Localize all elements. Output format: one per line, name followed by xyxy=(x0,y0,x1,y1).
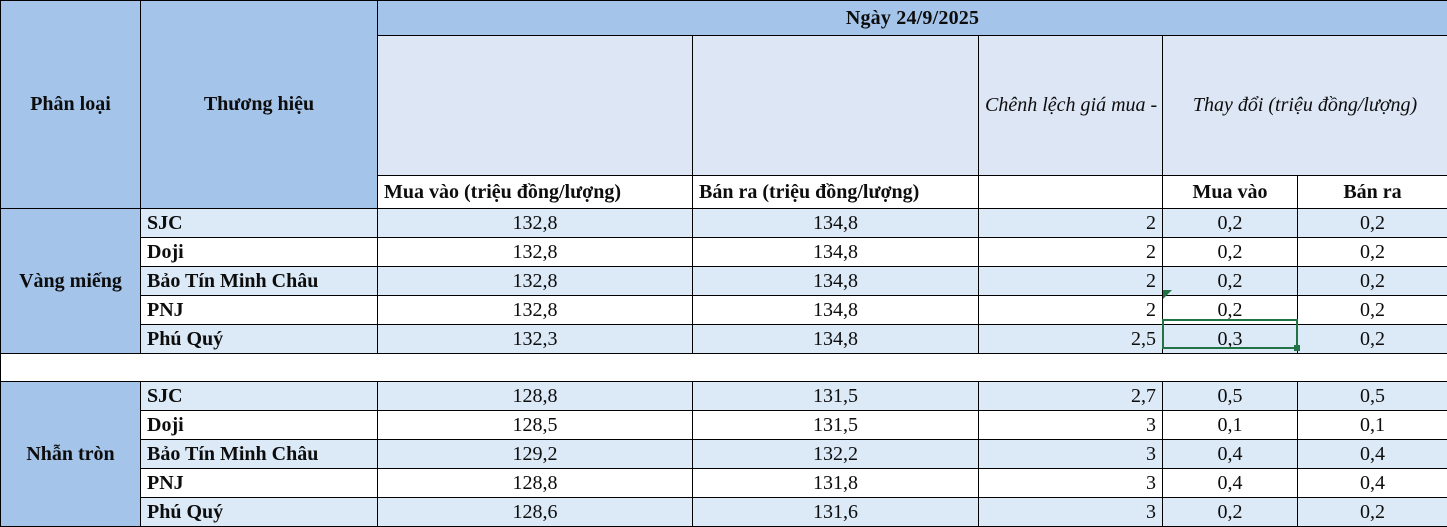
buy-price-cell: 128,5 xyxy=(378,411,693,440)
buy-price-cell: 128,8 xyxy=(378,382,693,411)
change-sell-cell: 0,4 xyxy=(1298,469,1447,498)
table-row: Doji 132,8 134,8 2 0,2 0,2 xyxy=(1,238,1447,267)
change-sell-cell: 0,2 xyxy=(1298,325,1447,354)
group-spacer-row xyxy=(1,354,1447,382)
spread-cell: 3 xyxy=(979,440,1163,469)
buy-price-cell: 132,3 xyxy=(378,325,693,354)
group-spacer-cell xyxy=(1,354,1447,382)
change-buy-cell: 0,1 xyxy=(1163,411,1298,440)
change-buy-cell: 0,2 xyxy=(1163,498,1298,527)
active-cell[interactable]: 0,3 xyxy=(1163,325,1298,354)
change-buy-cell: 0,2 xyxy=(1163,267,1298,296)
sell-price-cell: 131,5 xyxy=(693,411,979,440)
header-cell-buy-unit: Mua vào (triệu đồng/lượng) xyxy=(378,176,693,209)
change-buy-cell: 0,2 xyxy=(1163,238,1298,267)
header-row-date: Phân loại Thương hiệu Ngày 24/9/2025 xyxy=(1,1,1447,36)
spread-cell: 2 xyxy=(979,209,1163,238)
spread-cell: 3 xyxy=(979,498,1163,527)
change-buy-cell: 0,5 xyxy=(1163,382,1298,411)
header-cell-spread: Chênh lệch giá mua - bán xyxy=(979,36,1163,176)
sell-price-cell: 134,8 xyxy=(693,325,979,354)
change-buy-cell: 0,4 xyxy=(1163,440,1298,469)
spread-cell: 2 xyxy=(979,238,1163,267)
buy-price-cell: 132,8 xyxy=(378,296,693,325)
header-cell-change-group: Thay đổi (triệu đồng/lượng) xyxy=(1163,36,1447,176)
header-cell-sell-spacer xyxy=(693,36,979,176)
buy-price-cell: 128,6 xyxy=(378,498,693,527)
brand-cell: SJC xyxy=(141,209,378,238)
table-row: Phú Quý 128,6 131,6 3 0,2 0,2 xyxy=(1,498,1447,527)
brand-cell: SJC xyxy=(141,382,378,411)
header-cell-sell-unit: Bán ra (triệu đồng/lượng) xyxy=(693,176,979,209)
spread-cell: 2,7 xyxy=(979,382,1163,411)
header-cell-spread-blank xyxy=(979,176,1163,209)
buy-price-cell: 132,8 xyxy=(378,209,693,238)
buy-price-cell: 132,8 xyxy=(378,238,693,267)
change-sell-cell: 0,2 xyxy=(1298,296,1447,325)
header-cell-change-buy: Mua vào xyxy=(1163,176,1298,209)
sell-price-cell: 134,8 xyxy=(693,238,979,267)
header-cell-change-sell: Bán ra xyxy=(1298,176,1447,209)
table-row: Bảo Tín Minh Châu 132,8 134,8 2 0,2 0,2 xyxy=(1,267,1447,296)
sell-price-cell: 134,8 xyxy=(693,209,979,238)
table-row: Bảo Tín Minh Châu 129,2 132,2 3 0,4 0,4 xyxy=(1,440,1447,469)
change-sell-cell: 0,1 xyxy=(1298,411,1447,440)
brand-cell: Phú Quý xyxy=(141,498,378,527)
change-sell-cell: 0,2 xyxy=(1298,209,1447,238)
brand-cell: Bảo Tín Minh Châu xyxy=(141,440,378,469)
buy-price-cell: 132,8 xyxy=(378,267,693,296)
table-row: Phú Quý 132,3 134,8 2,5 0,3 0,2 xyxy=(1,325,1447,354)
spread-cell: 2 xyxy=(979,267,1163,296)
spread-cell: 2,5 xyxy=(979,325,1163,354)
sell-price-cell: 131,8 xyxy=(693,469,979,498)
brand-cell: Doji xyxy=(141,411,378,440)
change-buy-cell: 0,4 xyxy=(1163,469,1298,498)
table-row: Vàng miếng SJC 132,8 134,8 2 0,2 0,2 xyxy=(1,209,1447,238)
header-cell-date: Ngày 24/9/2025 xyxy=(378,1,1447,36)
spread-cell: 2 xyxy=(979,296,1163,325)
header-cell-brand: Thương hiệu xyxy=(141,1,378,209)
brand-cell: Phú Quý xyxy=(141,325,378,354)
change-sell-cell: 0,2 xyxy=(1298,238,1447,267)
sell-price-cell: 134,8 xyxy=(693,267,979,296)
header-cell-buy-spacer xyxy=(378,36,693,176)
spread-cell: 3 xyxy=(979,469,1163,498)
sell-price-cell: 132,2 xyxy=(693,440,979,469)
sell-price-cell: 131,5 xyxy=(693,382,979,411)
sell-price-cell: 134,8 xyxy=(693,296,979,325)
change-sell-cell: 0,5 xyxy=(1298,382,1447,411)
brand-cell: Doji xyxy=(141,238,378,267)
buy-price-cell: 129,2 xyxy=(378,440,693,469)
table-row: PNJ 132,8 134,8 2 0,2 0,2 xyxy=(1,296,1447,325)
table-row: Doji 128,5 131,5 3 0,1 0,1 xyxy=(1,411,1447,440)
change-buy-cell: 0,2 xyxy=(1163,209,1298,238)
change-sell-cell: 0,2 xyxy=(1298,498,1447,527)
brand-cell: Bảo Tín Minh Châu xyxy=(141,267,378,296)
change-sell-cell: 0,4 xyxy=(1298,440,1447,469)
buy-price-cell: 128,8 xyxy=(378,469,693,498)
header-cell-category: Phân loại xyxy=(1,1,141,209)
table-row: Nhẫn tròn SJC 128,8 131,5 2,7 0,5 0,5 xyxy=(1,382,1447,411)
category-cell-group-1: Nhẫn tròn xyxy=(1,382,141,527)
change-buy-cell: 0,2 xyxy=(1163,296,1298,325)
brand-cell: PNJ xyxy=(141,296,378,325)
table-row: PNJ 128,8 131,8 3 0,4 0,4 xyxy=(1,469,1447,498)
brand-cell: PNJ xyxy=(141,469,378,498)
category-cell-group-0: Vàng miếng xyxy=(1,209,141,354)
spread-cell: 3 xyxy=(979,411,1163,440)
change-sell-cell: 0,2 xyxy=(1298,267,1447,296)
sell-price-cell: 131,6 xyxy=(693,498,979,527)
